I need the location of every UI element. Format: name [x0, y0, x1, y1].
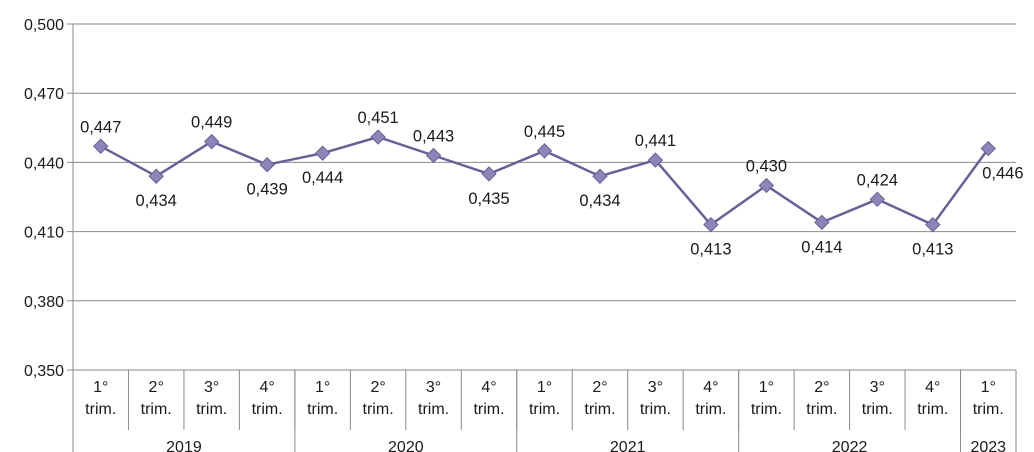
data-point-marker [703, 216, 719, 233]
x-category-label: 2° [370, 379, 385, 396]
series-line [93, 129, 996, 233]
data-point-marker [314, 145, 331, 161]
data-point-marker [536, 143, 553, 159]
data-label: 0,446 [982, 165, 1023, 183]
data-point-marker [259, 156, 275, 173]
data-label: 0,441 [635, 132, 676, 150]
data-point-marker [925, 216, 941, 233]
x-category-label: trim. [695, 401, 726, 418]
y-tick-label: 0,410 [24, 225, 64, 242]
data-label: 0,449 [191, 114, 232, 132]
data-label: 0,424 [857, 171, 898, 189]
data-point-marker [592, 168, 608, 184]
x-year-label: 2020 [388, 439, 424, 452]
axes [67, 23, 1017, 452]
data-point-marker [203, 133, 220, 150]
data-label: 0,435 [468, 190, 509, 208]
y-tick-label: 0,380 [24, 294, 64, 311]
x-axis-category-labels: 1° trim. 2° trim. 3° trim. 4° trim. 1° trim. 2° tri… [85, 379, 1006, 452]
data-label: 0,443 [413, 127, 454, 145]
x-category-label: trim. [862, 401, 893, 418]
x-category-label: trim. [85, 401, 116, 418]
x-year-label: 2023 [970, 439, 1006, 452]
x-category-label: trim. [917, 401, 948, 418]
data-label: 0,447 [80, 118, 121, 136]
x-category-label: 1° [93, 379, 108, 396]
x-category-label: 2° [814, 379, 829, 396]
x-category-label: 4° [925, 379, 940, 396]
x-category-label: trim. [751, 401, 782, 418]
x-category-label: 1° [537, 379, 552, 396]
x-category-label: 1° [759, 379, 774, 396]
data-label: 0,444 [302, 169, 343, 187]
data-point-marker [481, 166, 497, 182]
x-category-label: trim. [252, 401, 283, 418]
x-category-label: 3° [426, 379, 441, 396]
data-point-marker [93, 138, 109, 154]
x-year-label: 2021 [610, 439, 646, 452]
x-year-label: 2019 [166, 439, 202, 452]
y-tick-label: 0,440 [24, 155, 64, 172]
data-point-marker [647, 152, 664, 168]
data-point-marker [869, 191, 886, 208]
x-category-label: trim. [640, 401, 671, 418]
x-category-label: 3° [204, 379, 219, 396]
y-axis-tick-labels: 0,350 0,380 0,410 0,440 0,470 0,500 [24, 17, 64, 380]
data-label: 0,451 [357, 109, 398, 127]
x-category-label: trim. [529, 401, 560, 418]
gridlines [73, 23, 1016, 302]
data-point-marker [814, 214, 830, 231]
data-point-marker [370, 129, 386, 145]
data-label: 0,414 [801, 238, 842, 256]
x-category-label: trim. [307, 401, 338, 418]
y-tick-label: 0,500 [24, 17, 64, 34]
data-point-marker [425, 147, 442, 164]
data-labels: 0,447 0,434 0,449 0,439 0,444 0,451 0,443 0,435… [80, 109, 1023, 259]
x-category-label: 1° [981, 379, 996, 396]
data-point-marker [758, 177, 775, 194]
x-category-label: trim. [473, 401, 504, 418]
y-tick-label: 0,470 [24, 86, 64, 103]
data-label: 0,434 [579, 192, 620, 210]
x-category-label: trim. [418, 401, 449, 418]
data-label: 0,413 [690, 241, 731, 259]
x-category-label: trim. [584, 401, 615, 418]
x-category-label: 3° [870, 379, 885, 396]
data-label: 0,413 [912, 241, 953, 259]
x-category-label: 3° [648, 379, 663, 396]
x-category-label: trim. [973, 401, 1004, 418]
data-label: 0,430 [746, 157, 787, 175]
x-category-label: trim. [196, 401, 227, 418]
x-category-label: 4° [259, 379, 274, 396]
data-label: 0,434 [136, 192, 177, 210]
data-label: 0,445 [524, 123, 565, 141]
x-category-label: 4° [703, 379, 718, 396]
x-year-label: 2022 [832, 439, 868, 452]
x-category-label: 2° [149, 379, 164, 396]
y-tick-label: 0,350 [24, 363, 64, 380]
x-category-label: trim. [363, 401, 394, 418]
x-category-label: trim. [806, 401, 837, 418]
x-category-label: 1° [315, 379, 330, 396]
x-category-label: 2° [592, 379, 607, 396]
data-label: 0,439 [246, 181, 287, 199]
data-point-marker [980, 140, 996, 157]
data-point-marker [148, 168, 164, 184]
x-category-label: 4° [481, 379, 496, 396]
x-category-label: trim. [141, 401, 172, 418]
